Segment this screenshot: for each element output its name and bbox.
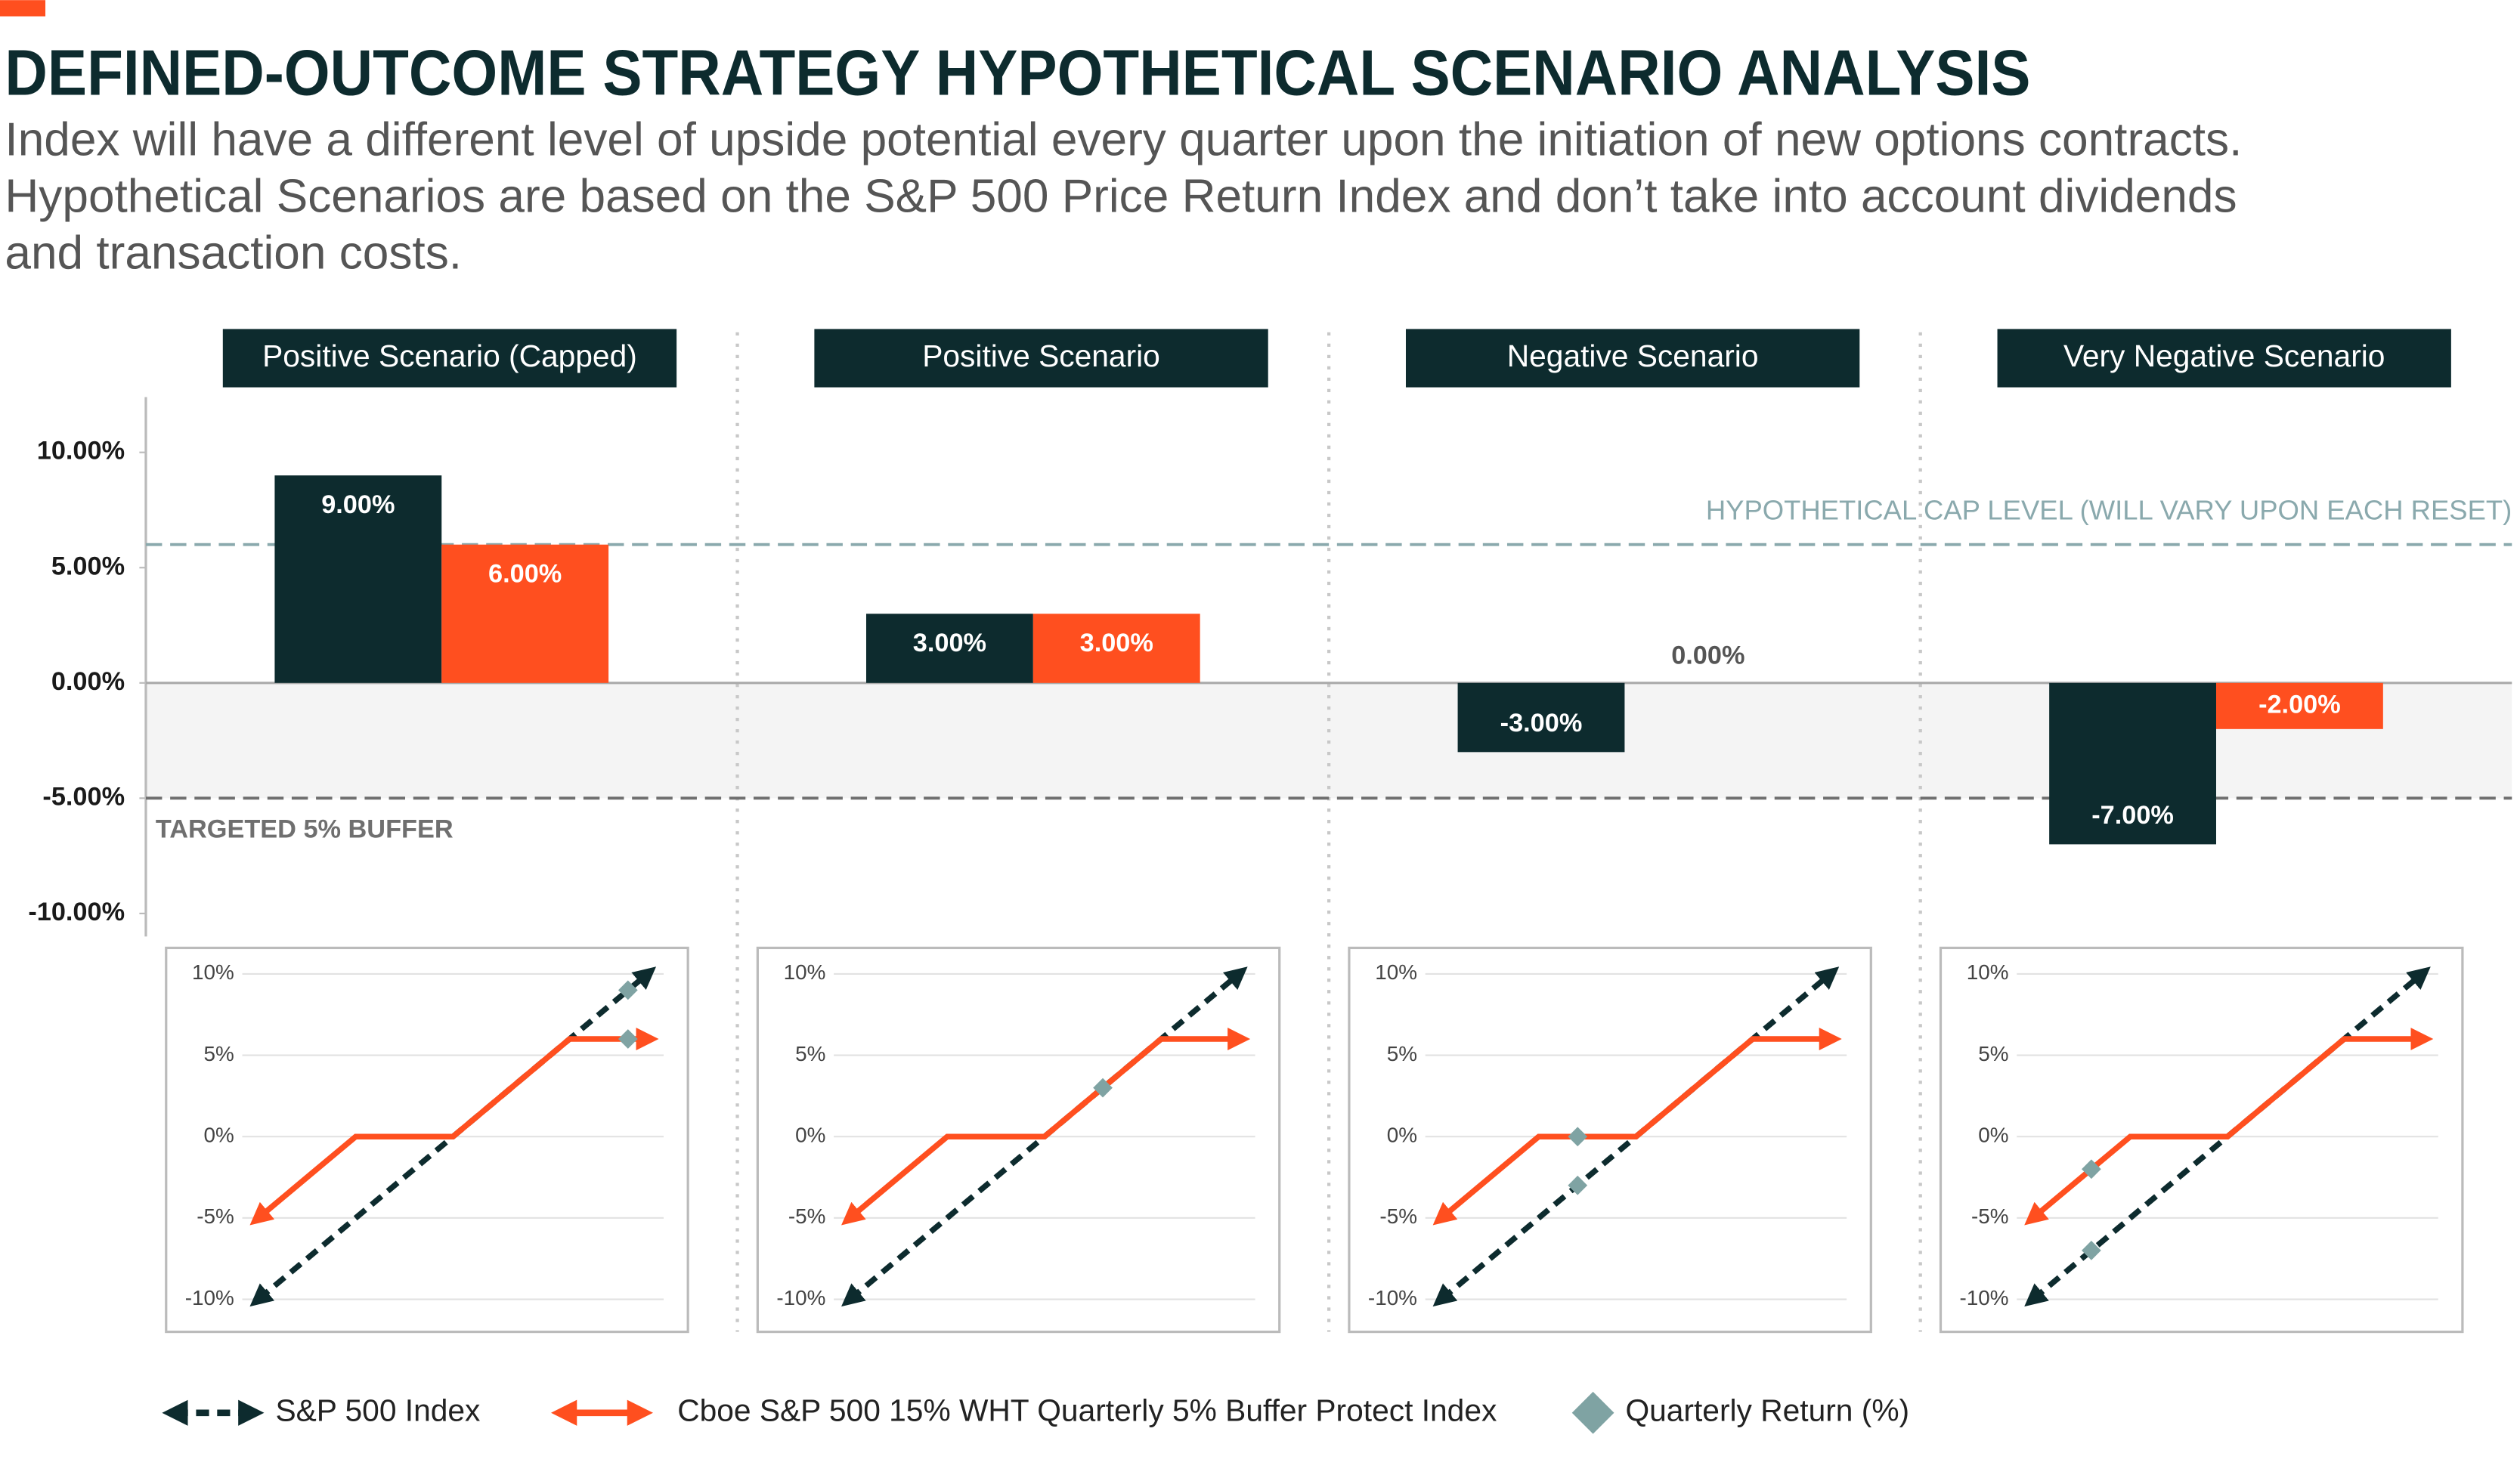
mini-y-tick-label: -5% — [1971, 1204, 2009, 1228]
mini-y-tick-label: 5% — [204, 1042, 234, 1065]
mini-y-tick-label: 5% — [795, 1042, 825, 1065]
mini-y-tick-label: -10% — [776, 1286, 825, 1309]
bar — [441, 544, 609, 683]
mini-y-tick-label: 10% — [1967, 960, 2009, 984]
legend-label: S&P 500 Index — [275, 1393, 480, 1428]
mini-y-tick-label: -5% — [788, 1204, 826, 1228]
category-header — [222, 329, 677, 388]
accent-bar — [0, 0, 46, 17]
quarterly-return-marker — [1568, 1175, 1588, 1195]
mini-chart-frame — [1348, 946, 1872, 1334]
mini-y-tick-label: -10% — [1368, 1286, 1417, 1309]
legend-icon — [1571, 1391, 1614, 1434]
legend-label: Quarterly Return (%) — [1625, 1393, 1909, 1428]
category-label: Positive Scenario (Capped) — [262, 339, 637, 373]
mini-y-tick-label: 5% — [1978, 1042, 2008, 1065]
category-header — [1997, 329, 2451, 388]
data-label: -2.00% — [2258, 690, 2341, 719]
legend-label: Cboe S&P 500 15% WHT Quarterly 5% Buffer… — [677, 1393, 1497, 1428]
y-tick-label: -5.00% — [42, 782, 125, 811]
quarterly-return-marker — [2082, 1159, 2101, 1180]
data-label: 0.00% — [1671, 642, 1744, 670]
buffer-line — [1432, 1028, 1842, 1226]
mini-chart-frame — [1939, 946, 2464, 1334]
data-label: 6.00% — [488, 560, 562, 589]
bar — [1457, 682, 1625, 753]
bar — [1032, 614, 1200, 683]
mini-y-tick-label: -5% — [1379, 1204, 1417, 1228]
mini-y-tick-label: 10% — [1375, 960, 1417, 984]
quarterly-return-marker — [1568, 1127, 1588, 1147]
category-label: Very Negative Scenario — [2063, 339, 2385, 373]
data-label: 3.00% — [1080, 629, 1153, 657]
bar — [274, 475, 442, 683]
data-label: -7.00% — [2091, 801, 2174, 830]
mini-chart-frame — [165, 946, 689, 1334]
category-label: Negative Scenario — [1507, 339, 1759, 373]
bar — [865, 614, 1033, 683]
chart-subtitle: and transaction costs. — [5, 227, 462, 279]
y-tick-label: 5.00% — [51, 552, 125, 580]
chart-title: DEFINED-OUTCOME STRATEGY HYPOTHETICAL SC… — [5, 37, 2030, 110]
y-tick-label: 10.00% — [37, 437, 125, 465]
y-tick-label: 0.00% — [51, 667, 125, 696]
data-label: 3.00% — [913, 629, 986, 657]
mini-y-tick-label: -10% — [1960, 1286, 2009, 1309]
category-header — [814, 329, 1268, 388]
mini-y-tick-label: 0% — [795, 1124, 825, 1147]
buffer-line — [2024, 1028, 2434, 1226]
mini-y-tick-label: 10% — [192, 960, 234, 984]
mini-y-tick-label: 10% — [784, 960, 826, 984]
data-label: 9.00% — [321, 490, 395, 519]
bar — [2215, 682, 2383, 729]
chart-subtitle: Hypothetical Scenarios are based on the … — [5, 170, 2237, 222]
reference-label: HYPOTHETICAL CAP LEVEL (WILL VARY UPON E… — [1706, 494, 2512, 525]
mini-chart-frame — [756, 946, 1281, 1334]
reference-label: TARGETED 5% BUFFER — [156, 815, 454, 843]
category-label: Positive Scenario — [922, 339, 1160, 373]
buffer-line — [249, 1028, 659, 1226]
category-header — [1405, 329, 1860, 388]
mini-y-tick-label: 5% — [1387, 1042, 1417, 1065]
mini-y-tick-label: 0% — [204, 1124, 234, 1147]
mini-y-tick-label: -10% — [185, 1286, 234, 1309]
bar — [2049, 682, 2216, 845]
data-label: -3.00% — [1500, 709, 1583, 737]
quarterly-return-marker — [618, 980, 638, 1000]
mini-y-tick-label: 0% — [1978, 1124, 2008, 1147]
mini-y-tick-label: -5% — [197, 1204, 234, 1228]
mini-y-tick-label: 0% — [1387, 1124, 1417, 1147]
chart-subtitle: Index will have a different level of ups… — [5, 113, 2242, 165]
y-tick-label: -10.00% — [28, 898, 125, 926]
buffer-line — [841, 1028, 1251, 1226]
